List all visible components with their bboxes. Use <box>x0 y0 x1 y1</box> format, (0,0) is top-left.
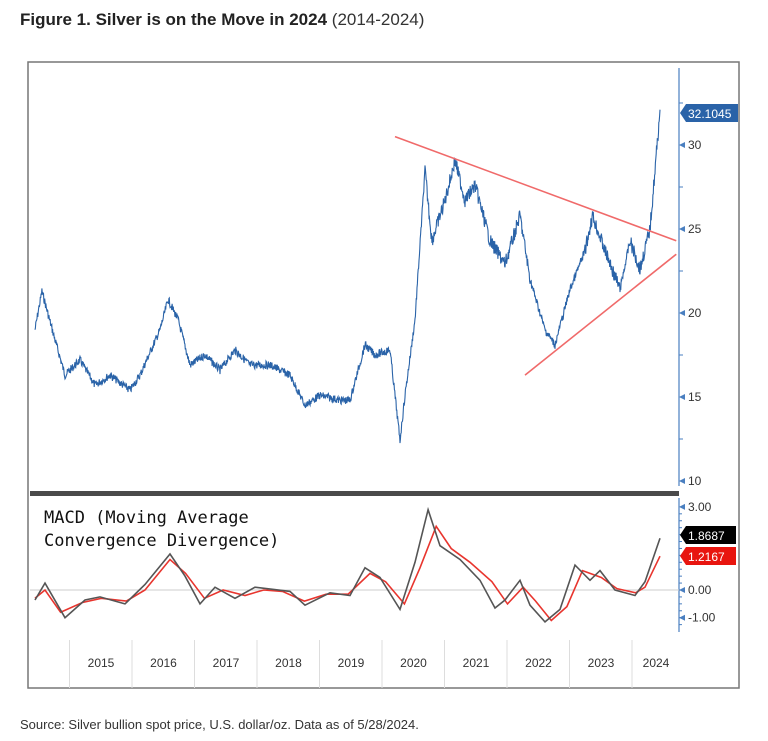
price-series-line <box>34 109 661 444</box>
x-tick-label: 2019 <box>338 656 365 670</box>
macd-title-line-2: Convergence Divergence) <box>44 531 279 551</box>
x-tick-label: 2020 <box>400 656 427 670</box>
figure-title-main: Figure 1. Silver is on the Move in 2024 <box>20 10 328 29</box>
price-last-value: 32.1045 <box>688 107 732 121</box>
x-tick-label: 2021 <box>463 656 490 670</box>
x-tick-label: 2022 <box>525 656 552 670</box>
macd-tick-label: 0.00 <box>688 583 712 597</box>
trendline-lower <box>524 253 677 376</box>
price-tick-mark <box>679 394 685 400</box>
price-last-value-tag: 32.1045 <box>680 104 738 122</box>
price-tick-mark <box>679 142 685 148</box>
figure-title-range: (2014-2024) <box>331 10 425 29</box>
macd-tick-label: -1.00 <box>688 611 716 625</box>
x-tick-label: 2018 <box>275 656 302 670</box>
macd-last-value-tag: 1.8687 <box>680 526 736 544</box>
source-note: Source: Silver bullion spot price, U.S. … <box>20 717 419 732</box>
x-tick-label: 2015 <box>88 656 115 670</box>
price-tick-label: 25 <box>688 222 702 236</box>
x-tick-label: 2016 <box>150 656 177 670</box>
price-tick-label: 15 <box>688 390 702 404</box>
price-tick-label: 20 <box>688 306 702 320</box>
x-tick-label: 2023 <box>588 656 615 670</box>
macd-signal-line <box>34 524 661 622</box>
price-tick-mark <box>679 310 685 316</box>
x-tick-label: 2024 <box>643 656 670 670</box>
price-tick-label: 10 <box>688 474 702 488</box>
price-tick-label: 30 <box>688 138 702 152</box>
macd-tick-label: 3.00 <box>688 500 712 514</box>
trendline-upper <box>394 135 677 242</box>
figure-title: Figure 1. Silver is on the Move in 2024 … <box>20 10 424 30</box>
price-tick-mark <box>679 478 685 484</box>
macd-title-line-1: MACD (Moving Average <box>44 508 249 528</box>
signal-last-value-tag: 1.2167 <box>680 547 736 565</box>
signal-last-value: 1.2167 <box>688 550 725 564</box>
price-tick-mark <box>679 226 685 232</box>
x-tick-label: 2017 <box>213 656 240 670</box>
macd-last-value: 1.8687 <box>688 529 725 543</box>
panel-divider <box>30 491 679 496</box>
macd-tick-mark <box>679 503 685 510</box>
macd-line <box>34 506 661 624</box>
